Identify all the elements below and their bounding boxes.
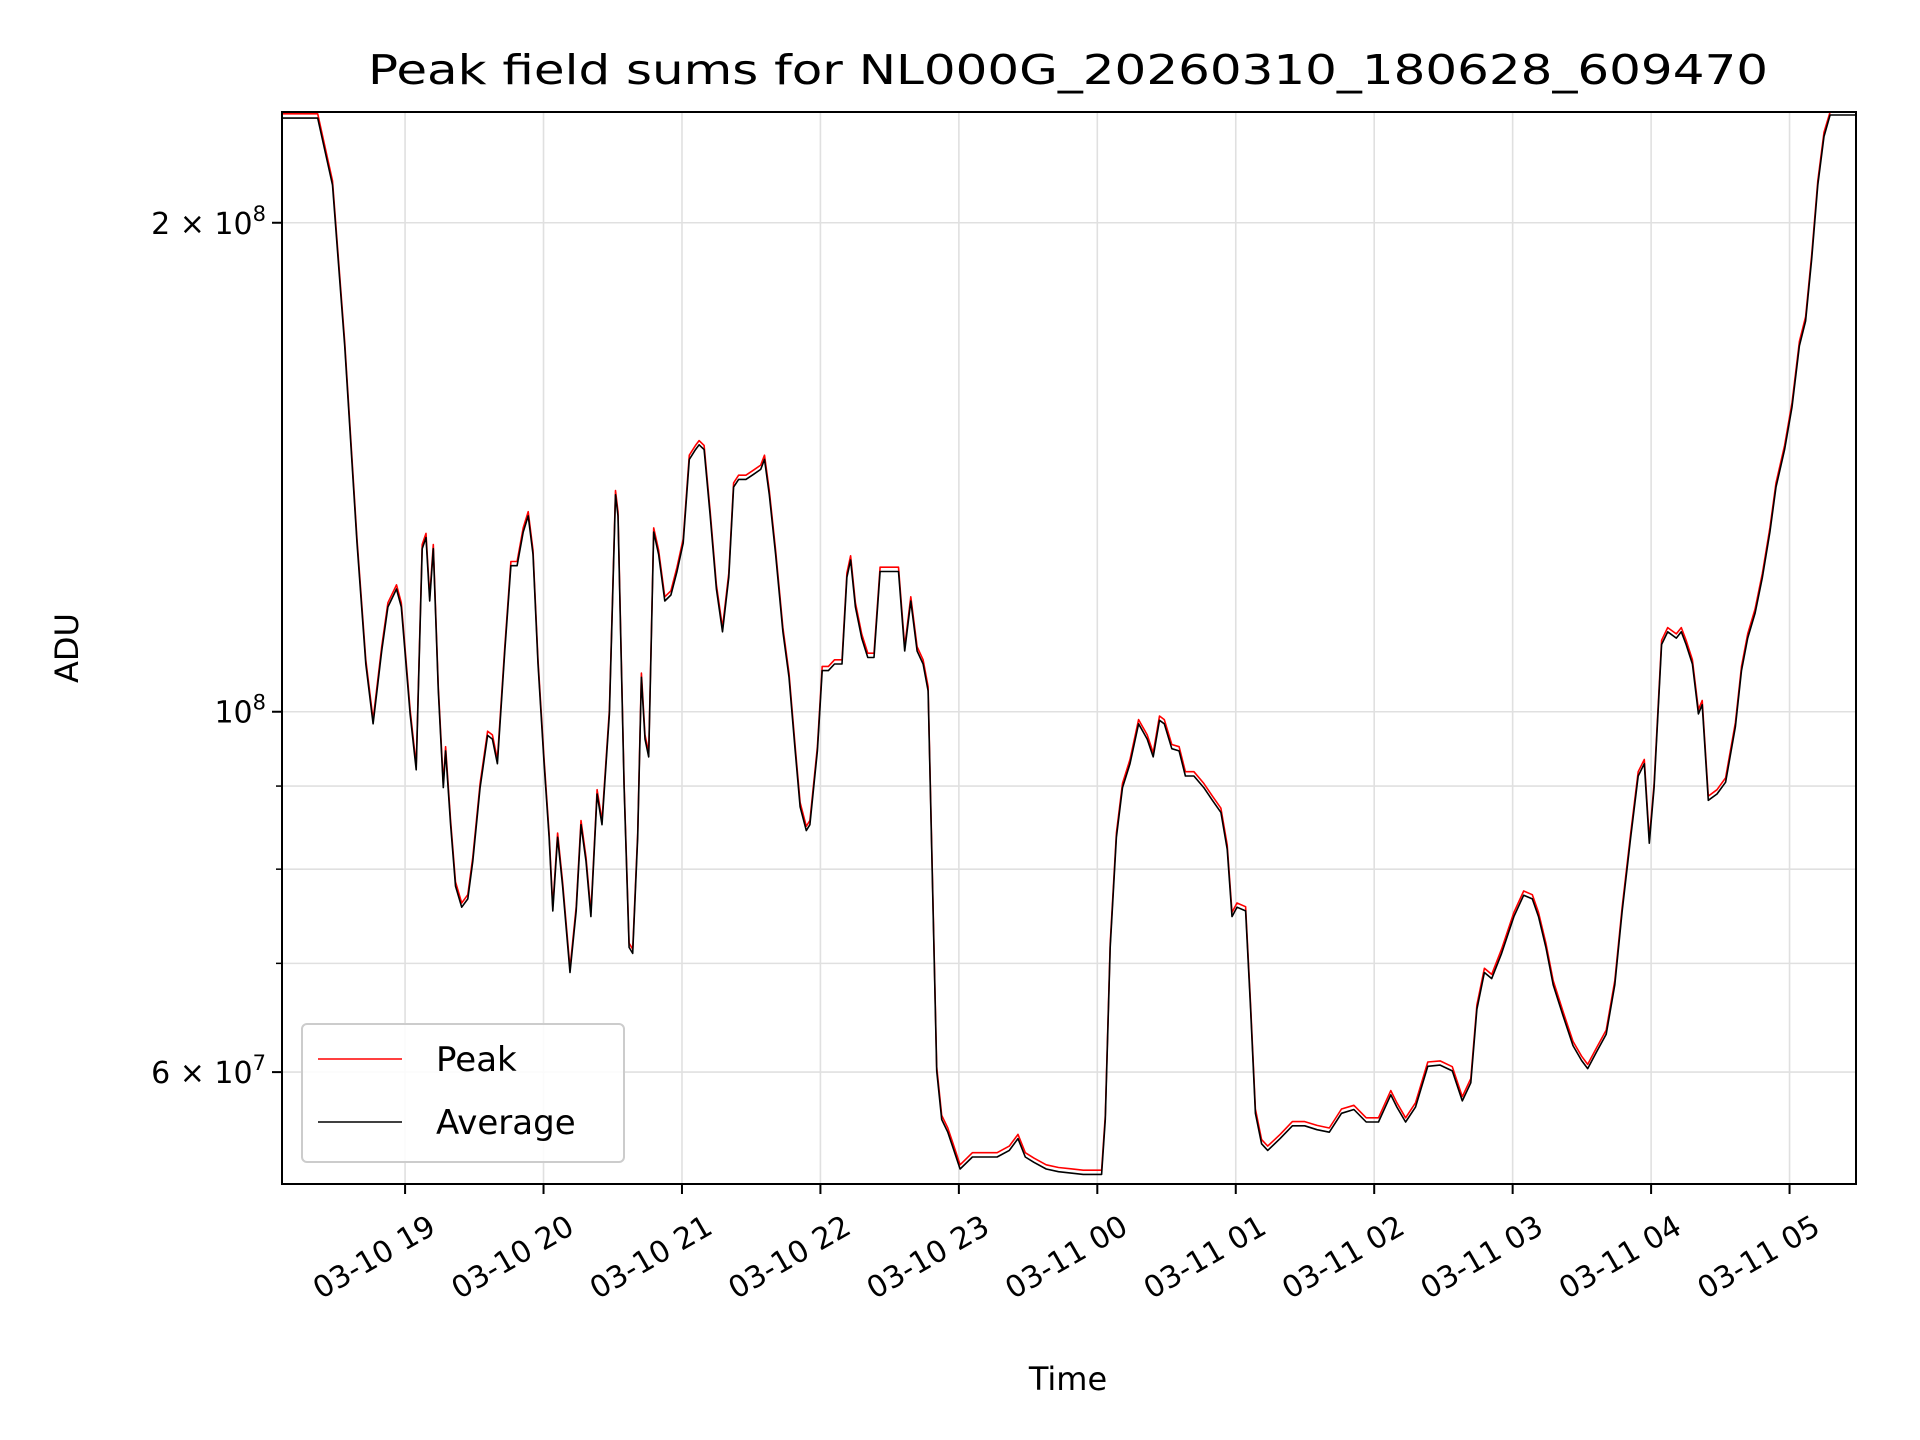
- y-axis-label: ADU: [48, 613, 86, 683]
- x-tick-label: 03-10 22: [723, 1209, 857, 1307]
- x-tick-label: 03-11 02: [1276, 1209, 1410, 1307]
- x-tick-label: 03-11 04: [1553, 1209, 1687, 1307]
- x-tick-label: 03-10 20: [446, 1209, 580, 1307]
- x-tick-label: 03-10 19: [307, 1209, 441, 1307]
- grid-lines: [282, 112, 1856, 1184]
- y-tick-exponent: 8: [253, 202, 266, 226]
- series-lines: [282, 111, 1856, 1176]
- x-tick-label: 03-10 23: [861, 1209, 995, 1307]
- y-tick-label: 2 × 108: [151, 202, 266, 242]
- y-tick-mantissa: 10: [214, 696, 252, 731]
- y-tick-exponent: 7: [253, 1051, 266, 1075]
- y-tick-mantissa: 2 × 10: [151, 207, 252, 242]
- peak-series-line: [282, 111, 1856, 1171]
- average-series-line: [282, 114, 1856, 1176]
- x-tick-label: 03-11 01: [1138, 1209, 1272, 1307]
- y-tick-label: 108: [214, 691, 266, 731]
- chart-title: Peak field sums for NL000G_20260310_1806…: [368, 46, 1768, 94]
- x-tick-label: 03-11 05: [1692, 1209, 1826, 1307]
- x-tick-label: 03-11 00: [999, 1209, 1133, 1307]
- legend-peak-label: Peak: [436, 1040, 517, 1080]
- x-tick-label: 03-11 03: [1415, 1209, 1549, 1307]
- y-tick-exponent: 8: [253, 691, 266, 715]
- legend: Peak Average: [301, 1023, 625, 1163]
- x-tick-label: 03-10 21: [584, 1209, 718, 1307]
- legend-average-label: Average: [436, 1103, 576, 1143]
- x-axis-ticks: 03-10 19 03-10 20 03-10 21 03-10 22 03-10 23…: [307, 1184, 1826, 1307]
- plot-area-frame: [281, 111, 1857, 1185]
- y-tick-label: 6 × 107: [151, 1051, 266, 1091]
- y-tick-mantissa: 6 × 10: [151, 1056, 252, 1091]
- x-axis-label: Time: [1028, 1360, 1107, 1398]
